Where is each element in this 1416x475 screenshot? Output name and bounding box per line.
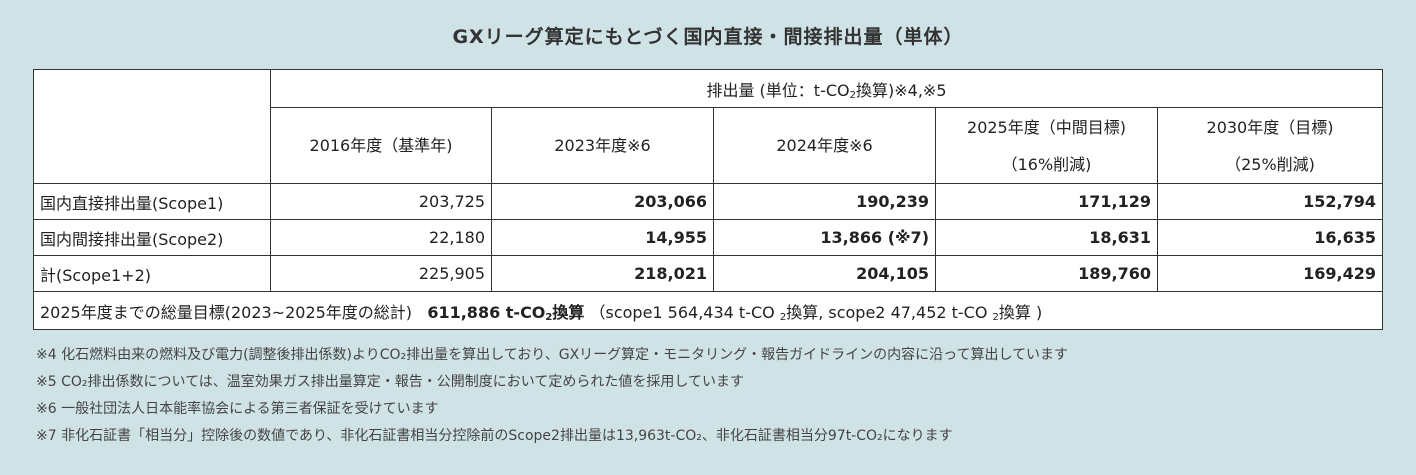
total-target-value: 611,886 t-CO2換算 bbox=[427, 302, 585, 323]
table-cell: 169,429 bbox=[1157, 255, 1383, 292]
table-cell: 18,631 bbox=[935, 219, 1158, 256]
table-cell: 152,794 bbox=[1157, 183, 1383, 220]
table-cell: 190,239 bbox=[713, 183, 936, 220]
table-row: 国内直接排出量(Scope1) 203,725 203,066 190,239 … bbox=[33, 183, 1383, 220]
table-cell: 218,021 bbox=[491, 255, 714, 292]
page-title: GXリーグ算定にもとづく国内直接・間接排出量（単体） bbox=[452, 26, 964, 48]
unit-header-suffix: 換算)※4,※5 bbox=[856, 80, 947, 100]
total-target-cell: 2025年度までの総量目標(2023~2025年度の総計) 611,886 t-… bbox=[33, 291, 1383, 330]
total-target-label: 2025年度までの総量目標(2023~2025年度の総計) bbox=[40, 302, 413, 322]
total-target-detail: （scope1 564,434 t-CO 2換算, scope2 47,452 … bbox=[589, 302, 1043, 323]
column-header: 2016年度（基準年) bbox=[270, 107, 492, 184]
table-cell: 14,955 bbox=[491, 219, 714, 256]
row-label: 計(Scope1+2) bbox=[33, 255, 271, 292]
corner-cell bbox=[33, 69, 271, 184]
row-label: 国内直接排出量(Scope1) bbox=[33, 183, 271, 220]
table-cell: 203,725 bbox=[270, 183, 492, 220]
table-cell: 204,105 bbox=[713, 255, 936, 292]
footnote: ※7 非化石証書「相当分」控除後の数値であり、非化石証書相当分控除前のScope… bbox=[36, 428, 953, 444]
table-cell: 225,905 bbox=[270, 255, 492, 292]
table-row: 計(Scope1+2) 225,905 218,021 204,105 189,… bbox=[33, 255, 1383, 292]
row-label: 国内間接排出量(Scope2) bbox=[33, 219, 271, 256]
unit-header: 排出量 (単位：t-CO2換算)※4,※5 bbox=[270, 69, 1383, 108]
column-header: 2025年度（中間目標) （16%削減) bbox=[935, 107, 1158, 184]
footnote: ※5 CO₂排出係数については、温室効果ガス排出量算定・報告・公開制度において定… bbox=[36, 374, 744, 390]
footnotes: ※4 化石燃料由来の燃料及び電力(調整後排出係数)よりCO₂排出量を算出しており… bbox=[36, 345, 1068, 453]
table-cell: 16,635 bbox=[1157, 219, 1383, 256]
unit-header-sub: 2 bbox=[849, 89, 856, 101]
unit-header-text: 排出量 (単位：t-CO bbox=[706, 80, 850, 100]
table-cell: 189,760 bbox=[935, 255, 1158, 292]
footnote: ※4 化石燃料由来の燃料及び電力(調整後排出係数)よりCO₂排出量を算出しており… bbox=[36, 347, 1069, 363]
footnote: ※6 一般社団法人日本能率協会による第三者保証を受けています bbox=[36, 401, 439, 417]
column-header: 2024年度※6 bbox=[713, 107, 936, 184]
table-cell: 22,180 bbox=[270, 219, 492, 256]
table-cell: 203,066 bbox=[491, 183, 714, 220]
emissions-table: 排出量 (単位：t-CO2換算)※4,※5 2016年度（基準年) 2023年度… bbox=[33, 69, 1383, 330]
table-row: 国内間接排出量(Scope2) 22,180 14,955 13,866 (※7… bbox=[33, 219, 1383, 256]
column-header: 2030年度（目標) （25%削減) bbox=[1157, 107, 1383, 184]
table-cell: 13,866 (※7) bbox=[713, 219, 936, 256]
column-header: 2023年度※6 bbox=[491, 107, 714, 184]
total-target-row: 2025年度までの総量目標(2023~2025年度の総計) 611,886 t-… bbox=[33, 291, 1383, 330]
table-cell: 171,129 bbox=[935, 183, 1158, 220]
